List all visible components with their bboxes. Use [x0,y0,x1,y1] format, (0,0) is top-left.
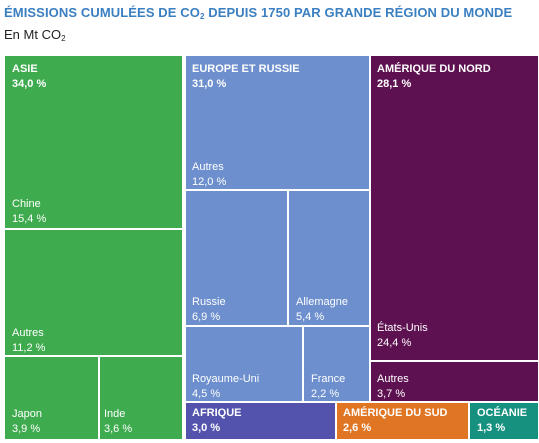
cell-amerique-du-sud [335,401,470,441]
label-asie-inde-name: Inde [104,408,125,420]
label-europe-france-name: France [311,373,345,385]
region-amerique-du-nord-name: AMÉRIQUE DU NORD [377,62,491,75]
region-afrique-value: 3,0 % [192,422,220,434]
region-asie-value: 34,0 % [12,78,46,90]
label-europe-allemagne-name: Allemagne [296,296,348,308]
region-europe-et-russie-name: EUROPE ET RUSSIE [192,63,300,75]
label-asie-inde-value: 3,6 % [104,423,132,435]
label-asie-japon-value: 3,9 % [12,423,40,435]
label-amerique-du-nord-etats-unis-value: 24,4 % [377,337,411,349]
region-amerique-du-nord-value: 28,1 % [377,78,411,90]
region-amerique-du-sud-value: 2,6 % [343,422,371,434]
label-europe-royaume-uni-name: Royaume-Uni [192,373,259,385]
chart-title: ÉMISSIONS CUMULÉES DE CO2 DEPUIS 1750 PA… [4,5,513,21]
label-europe-allemagne-value: 5,4 % [296,311,324,323]
cell-europe-autres [184,54,371,191]
region-oceanie-value: 1,3 % [477,422,505,434]
label-amerique-du-nord-etats-unis-name: États-Unis [377,321,428,334]
cell-amerique-du-nord-etats-unis [369,54,539,362]
region-asie-name: ASIE [12,63,38,75]
label-europe-france-value: 2,2 % [311,388,339,400]
label-europe-russie-value: 6,9 % [192,311,220,323]
cell-oceanie [468,401,539,441]
cell-amerique-du-nord-autres [369,360,539,403]
cell-europe-royaume-uni [184,325,304,403]
label-asie-autres-value: 11,2 % [12,342,46,354]
label-asie-autres-name: Autres [12,327,44,339]
region-amerique-du-sud-name: AMÉRIQUE DU SUD [343,406,448,419]
label-europe-russie-name: Russie [192,296,226,308]
cell-asie-japon [3,355,100,441]
region-europe-et-russie-value: 31,0 % [192,78,226,90]
cell-europe-allemagne [287,189,371,327]
label-asie-chine-name: Chine [12,198,41,210]
unit-label: En Mt CO2 [4,27,66,43]
cell-asie-chine [3,54,184,230]
label-europe-royaume-uni-value: 4,5 % [192,388,220,400]
region-oceanie-name: OCÉANIE [477,406,527,419]
label-asie-chine-value: 15,4 % [12,213,46,225]
cell-europe-russie [184,189,289,327]
label-amerique-du-nord-autres-value: 3,7 % [377,388,405,400]
cell-asie-autres [3,228,184,357]
region-afrique-name: AFRIQUE [192,407,242,419]
cell-asie-inde [98,355,184,441]
label-asie-japon-name: Japon [12,408,42,420]
label-amerique-du-nord-autres-name: Autres [377,373,409,385]
label-europe-autres-value: 12,0 % [192,176,226,188]
label-europe-autres-name: Autres [192,161,224,173]
